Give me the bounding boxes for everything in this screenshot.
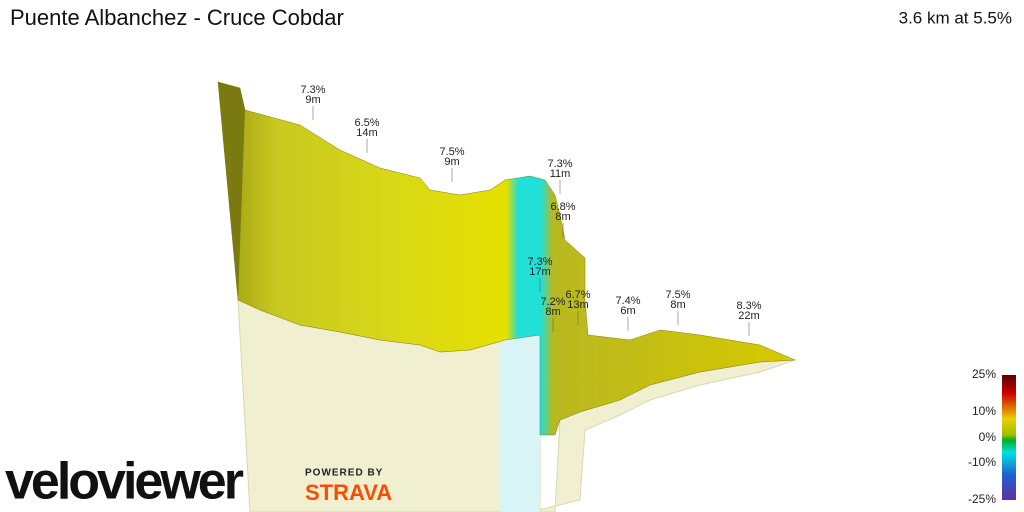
annotation-length: 13m <box>567 299 588 311</box>
annotation-length: 17m <box>529 266 550 278</box>
annotation-grade: 7.3% <box>547 158 572 170</box>
strava: STRAVA <box>305 480 392 505</box>
annotation-length: 8m <box>555 211 570 223</box>
legend-label: 0% <box>979 430 997 444</box>
legend-bar <box>1002 375 1016 500</box>
annotation-grade: 6.8% <box>550 201 575 213</box>
annotation-length: 8m <box>545 306 560 318</box>
annotation-length: 6m <box>620 305 635 317</box>
annotation-length: 11m <box>550 168 571 180</box>
annotation-length: 14m <box>356 127 377 139</box>
annotation-length: 8m <box>670 299 685 311</box>
title: Puente Albanchez - Cruce Cobdar <box>10 5 344 30</box>
annotation-grade: 6.7% <box>565 289 590 301</box>
annotation-grade: 7.3% <box>527 256 552 268</box>
logo: veloviewer <box>5 453 244 511</box>
wall-side <box>218 82 245 300</box>
annotation-grade: 6.5% <box>354 117 379 129</box>
legend-label: 25% <box>972 367 996 381</box>
pale-cyan <box>500 330 540 512</box>
legend-label: -25% <box>968 492 996 506</box>
legend-label: 10% <box>972 404 996 418</box>
annotation-grade: 8.3% <box>736 300 761 312</box>
legend-label: -10% <box>968 455 996 469</box>
annotation-length: 9m <box>444 156 459 168</box>
annotation-grade: 7.2% <box>540 296 565 308</box>
annotation-length: 9m <box>305 94 320 106</box>
annotation-grade: 7.3% <box>300 84 325 96</box>
powered-by: POWERED BY <box>305 468 383 479</box>
annotation-grade: 7.5% <box>439 146 464 158</box>
annotation-length: 22m <box>738 310 759 322</box>
annotation-grade: 7.4% <box>615 295 640 307</box>
profile-wall <box>217 81 796 436</box>
annotation-grade: 7.5% <box>665 289 690 301</box>
summary: 3.6 km at 5.5% <box>899 8 1012 27</box>
